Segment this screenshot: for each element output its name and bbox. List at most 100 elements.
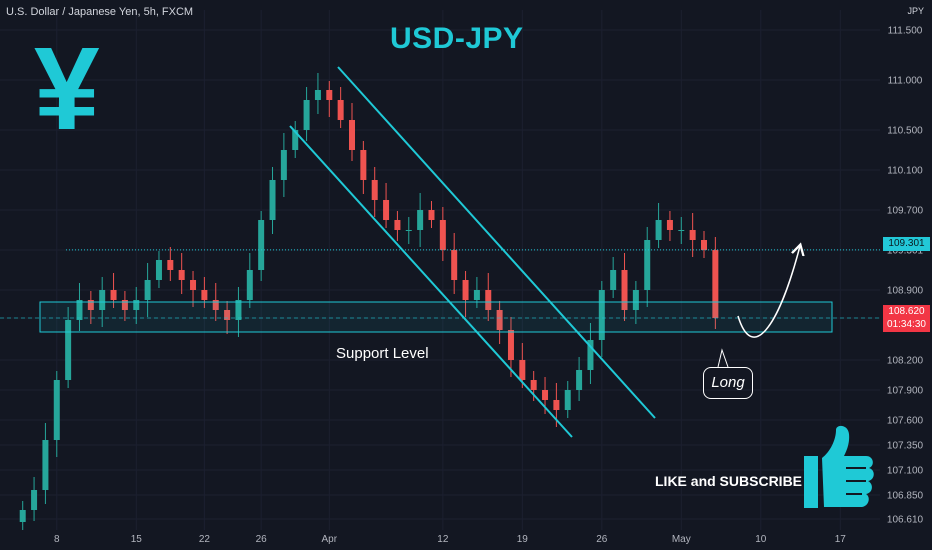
y-tick-label: 109.700	[887, 206, 924, 217]
candle-body	[485, 290, 492, 310]
candle-body	[394, 220, 401, 230]
candle-body	[542, 390, 549, 400]
candle-body	[121, 300, 128, 310]
y-tick-label: 110.100	[887, 166, 923, 177]
candle-body	[326, 90, 333, 100]
support-level-label: Support Level	[336, 345, 429, 362]
candle-body	[405, 230, 412, 231]
y-tick-label: 106.850	[887, 491, 924, 502]
price-axis: 111.500 111.000 110.500 110.100 109.700 109.3…	[887, 26, 924, 526]
candle-body	[689, 230, 696, 240]
candle-body	[701, 240, 707, 250]
currency-label: JPY	[907, 6, 924, 16]
candle-body	[190, 280, 197, 290]
candle-body	[462, 280, 469, 300]
candle-body	[42, 440, 49, 490]
chart-grid	[0, 10, 880, 530]
candle-body	[155, 260, 162, 280]
x-tick-label: 10	[755, 534, 767, 545]
y-tick-label: 109.301	[887, 246, 924, 257]
candle-body	[292, 130, 299, 150]
candle-body	[178, 270, 185, 280]
candle-body	[280, 150, 287, 180]
candle-body	[31, 490, 38, 510]
candle-body	[303, 100, 310, 130]
candle-body	[417, 210, 424, 230]
x-tick-label: 22	[199, 534, 211, 545]
y-tick-label: 107.600	[887, 416, 924, 427]
y-tick-label: 106.610	[887, 515, 924, 526]
y-tick-label: 111.000	[888, 76, 923, 87]
candle-body	[632, 290, 639, 310]
candle-body	[610, 270, 617, 290]
candle-body	[224, 310, 231, 320]
candle-body	[212, 300, 219, 310]
channel-upper-line	[337, 66, 656, 419]
long-callout: Long	[703, 367, 753, 399]
candle-body	[644, 240, 651, 290]
current-price-tag: 108.620	[883, 305, 930, 319]
candle-body	[587, 340, 594, 370]
candles-layer	[19, 73, 719, 530]
x-tick-label: 26	[256, 534, 268, 545]
candle-body	[576, 370, 583, 390]
candle-body	[235, 300, 242, 320]
candle-body	[167, 260, 174, 270]
candle-body	[144, 280, 151, 300]
callout-pointer	[717, 348, 729, 368]
candle-body	[473, 290, 480, 300]
candle-body	[383, 200, 390, 220]
x-tick-label: May	[672, 534, 691, 545]
candle-body	[553, 400, 560, 410]
candle-body	[451, 250, 458, 280]
y-tick-label: 110.500	[887, 126, 923, 137]
candle-body	[496, 310, 503, 330]
time-axis: 8 15 22 26 Apr 12 19 26 May 10 17	[54, 534, 846, 545]
x-tick-label: 15	[131, 534, 143, 545]
candle-body	[371, 180, 378, 200]
candle-body	[258, 220, 265, 270]
x-tick-label: 12	[437, 534, 449, 545]
channel-lower-line	[289, 125, 573, 438]
candle-body	[519, 360, 526, 380]
candle-body	[246, 270, 253, 300]
candle-body	[666, 220, 673, 230]
candle-body	[428, 210, 435, 220]
x-tick-label: 17	[835, 534, 847, 545]
yen-icon: ¥	[34, 23, 100, 155]
candle-body	[76, 300, 83, 320]
x-tick-label: 19	[517, 534, 529, 545]
candle-body	[507, 330, 514, 360]
x-tick-label: Apr	[322, 534, 338, 545]
candle-body	[712, 250, 719, 318]
x-tick-label: 8	[54, 534, 60, 545]
candle-body	[19, 510, 26, 522]
candle-body	[53, 380, 60, 440]
y-tick-label: 107.350	[887, 441, 924, 452]
resistance-price-tag: 109.301	[883, 237, 930, 251]
candle-body	[99, 290, 106, 310]
y-tick-label: 111.500	[888, 26, 923, 37]
like-subscribe-label: LIKE and SUBSCRIBE	[655, 473, 803, 489]
candle-body	[133, 300, 140, 310]
symbol-title[interactable]: U.S. Dollar / Japanese Yen, 5h, FXCM	[6, 6, 194, 18]
y-tick-label: 108.200	[887, 356, 924, 367]
candle-body	[337, 100, 344, 120]
candle-body	[598, 290, 605, 340]
candle-body	[360, 150, 367, 180]
candle-body	[87, 300, 94, 310]
countdown-tag: 01:34:30	[883, 318, 930, 332]
candle-body	[564, 390, 571, 410]
candle-body	[530, 380, 537, 390]
candle-body	[349, 120, 355, 150]
chart-title: USD-JPY	[390, 22, 524, 55]
y-tick-label: 108.900	[887, 286, 924, 297]
candle-body	[314, 90, 321, 100]
candle-body	[110, 290, 117, 300]
projection-arrow	[737, 246, 800, 338]
candle-body	[65, 320, 72, 380]
drawing-layer	[0, 66, 880, 438]
candle-body	[621, 270, 628, 310]
candle-body	[655, 220, 662, 240]
